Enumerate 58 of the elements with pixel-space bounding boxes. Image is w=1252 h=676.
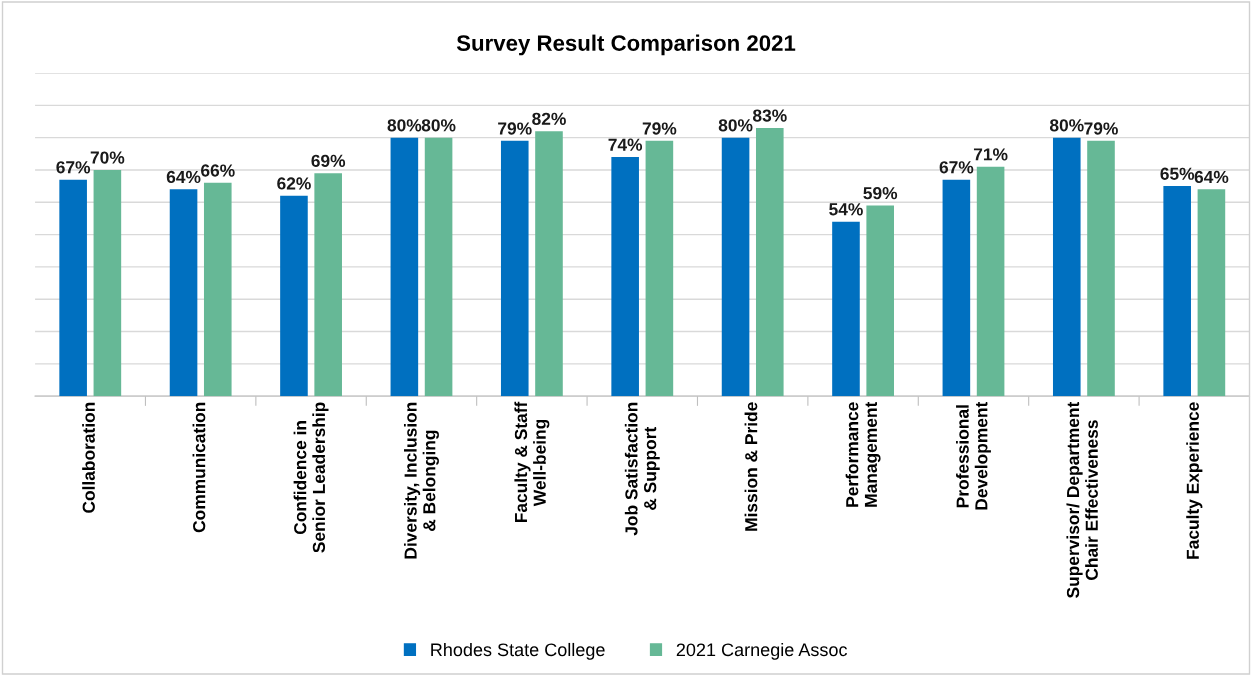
- x-tick-label: Supervisor/ Department Chair Effectiveness: [1066, 401, 1098, 598]
- x-tick-label: Confidence in Senior Leadership: [293, 402, 329, 553]
- bar: [424, 137, 453, 397]
- data-label: 80%: [718, 119, 753, 132]
- bar: [500, 140, 529, 397]
- bar: [611, 157, 639, 397]
- legend-label: 2021 Carnegie Assoc: [676, 642, 848, 660]
- data-label: 80%: [387, 119, 422, 132]
- bar: [645, 140, 674, 397]
- data-label: 65%: [1160, 167, 1195, 180]
- x-tick-label: Performance Management: [845, 401, 881, 507]
- data-label: 67%: [939, 161, 974, 174]
- data-label: 70%: [90, 151, 125, 164]
- bar: [832, 221, 860, 397]
- bar: [203, 182, 232, 397]
- bar: [93, 169, 122, 397]
- data-label: 71%: [973, 148, 1008, 161]
- data-label: 62%: [277, 177, 311, 190]
- bar: [280, 195, 308, 397]
- bar: [1197, 189, 1226, 397]
- data-label: 83%: [752, 109, 787, 122]
- data-label: 82%: [532, 112, 566, 125]
- bar: [755, 127, 784, 397]
- x-tick-label: Mission & Pride: [744, 402, 758, 531]
- bar: [721, 137, 750, 397]
- bar: [1052, 137, 1081, 397]
- bar: [314, 173, 342, 397]
- data-label: 79%: [1084, 122, 1118, 135]
- bar: [1087, 140, 1115, 397]
- data-label: 79%: [498, 122, 532, 135]
- x-tick-label: Communication: [192, 402, 206, 533]
- data-label: 80%: [421, 119, 456, 132]
- data-label: 64%: [166, 170, 201, 184]
- data-label: 79%: [642, 122, 677, 135]
- x-tick-label: Faculty & Staff Well-being: [514, 401, 550, 523]
- data-label: 59%: [863, 186, 898, 200]
- bar: [976, 166, 1005, 397]
- data-label: 54%: [829, 203, 863, 216]
- x-tick-label: Collaboration: [82, 402, 95, 513]
- chart-title: Survey Result Comparison 2021: [456, 34, 796, 56]
- data-label: 69%: [311, 154, 346, 167]
- legend-label: Rhodes State College: [431, 642, 605, 660]
- bar: [169, 189, 198, 397]
- bar: [59, 179, 87, 397]
- bar: [866, 205, 894, 397]
- data-label: 66%: [201, 164, 235, 177]
- bar: [535, 131, 563, 397]
- x-tick-label: Diversity, Inclusion & Belonging: [403, 402, 439, 559]
- bar: [1163, 186, 1191, 397]
- x-tick-label: Faculty Experience: [1186, 402, 1203, 559]
- data-label: 80%: [1049, 119, 1084, 132]
- bar: [390, 137, 419, 397]
- data-label: 67%: [56, 161, 91, 174]
- data-label: 64%: [1194, 170, 1229, 184]
- data-label: 74%: [608, 138, 643, 151]
- bar: [942, 179, 971, 397]
- x-tick-label: Job Satisfaction & Support: [624, 402, 660, 536]
- x-tick-label: Professional Development: [956, 401, 991, 510]
